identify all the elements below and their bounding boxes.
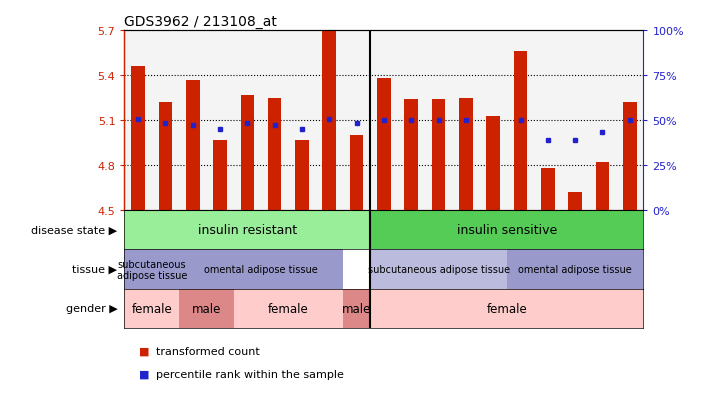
Text: gender ▶: gender ▶ bbox=[65, 304, 117, 314]
Bar bbox=[124, 250, 179, 289]
Bar bbox=[316, 31, 343, 211]
Text: ■: ■ bbox=[139, 369, 149, 379]
Text: female: female bbox=[268, 302, 309, 315]
Bar bbox=[268, 98, 282, 211]
Text: GDS3962 / 213108_at: GDS3962 / 213108_at bbox=[124, 14, 277, 28]
Bar bbox=[479, 31, 507, 211]
Bar bbox=[616, 31, 643, 211]
Bar bbox=[589, 31, 616, 211]
Bar bbox=[124, 31, 151, 211]
Bar bbox=[151, 31, 179, 211]
Bar bbox=[370, 250, 507, 289]
Bar bbox=[240, 95, 255, 211]
Bar bbox=[541, 169, 555, 211]
Bar bbox=[405, 100, 418, 211]
Bar bbox=[623, 103, 636, 211]
Text: female: female bbox=[486, 302, 528, 315]
Bar bbox=[179, 250, 343, 289]
Bar bbox=[323, 31, 336, 211]
Bar bbox=[179, 31, 206, 211]
Bar bbox=[507, 31, 534, 211]
Bar bbox=[486, 116, 500, 211]
Bar bbox=[425, 31, 452, 211]
Text: transformed count: transformed count bbox=[156, 346, 260, 356]
Text: female: female bbox=[132, 302, 172, 315]
Bar bbox=[568, 192, 582, 211]
Bar bbox=[432, 100, 445, 211]
Text: percentile rank within the sample: percentile rank within the sample bbox=[156, 369, 344, 379]
Bar bbox=[186, 81, 200, 211]
Bar bbox=[370, 31, 397, 211]
Bar bbox=[459, 98, 473, 211]
Bar bbox=[562, 31, 589, 211]
Text: omental adipose tissue: omental adipose tissue bbox=[204, 264, 318, 275]
Bar bbox=[370, 289, 643, 328]
Bar bbox=[206, 31, 234, 211]
Bar bbox=[507, 250, 643, 289]
Bar bbox=[261, 31, 289, 211]
Text: subcutaneous adipose tissue: subcutaneous adipose tissue bbox=[368, 264, 510, 275]
Bar bbox=[452, 31, 479, 211]
Bar bbox=[289, 31, 316, 211]
Bar bbox=[179, 289, 234, 328]
Bar bbox=[350, 136, 363, 211]
Text: tissue ▶: tissue ▶ bbox=[73, 264, 117, 275]
Bar bbox=[234, 289, 343, 328]
Bar bbox=[397, 31, 425, 211]
Text: disease state ▶: disease state ▶ bbox=[31, 225, 117, 235]
Bar bbox=[370, 211, 643, 250]
Bar bbox=[343, 31, 370, 211]
Text: male: male bbox=[342, 302, 371, 315]
Bar bbox=[377, 79, 391, 211]
Text: male: male bbox=[192, 302, 221, 315]
Bar bbox=[213, 140, 227, 211]
Bar bbox=[124, 211, 370, 250]
Text: ■: ■ bbox=[139, 346, 149, 356]
Bar bbox=[132, 67, 145, 211]
Bar bbox=[343, 289, 370, 328]
Text: insulin resistant: insulin resistant bbox=[198, 224, 297, 237]
Bar bbox=[513, 52, 528, 211]
Text: insulin sensitive: insulin sensitive bbox=[456, 224, 557, 237]
Text: subcutaneous
adipose tissue: subcutaneous adipose tissue bbox=[117, 259, 187, 280]
Bar bbox=[534, 31, 562, 211]
Bar bbox=[159, 103, 172, 211]
Bar bbox=[596, 163, 609, 211]
Text: omental adipose tissue: omental adipose tissue bbox=[518, 264, 632, 275]
Bar bbox=[234, 31, 261, 211]
Bar bbox=[295, 140, 309, 211]
Bar bbox=[124, 289, 179, 328]
